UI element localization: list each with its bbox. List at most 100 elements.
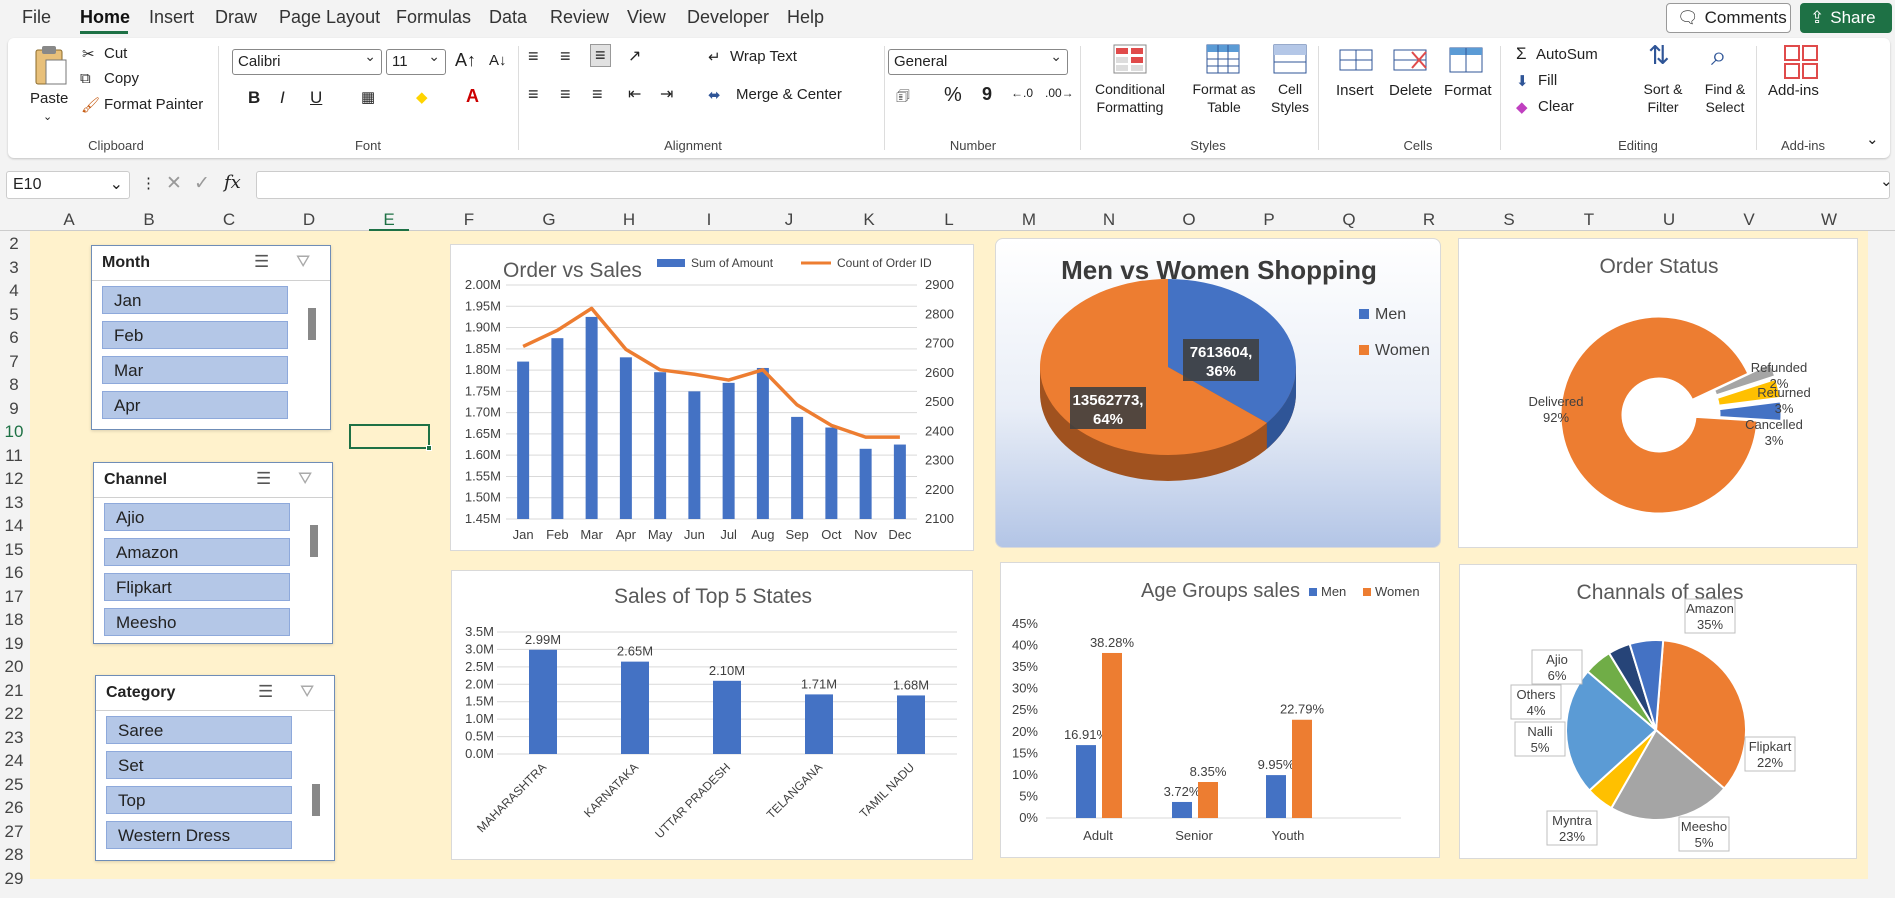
column-header-o[interactable]: O xyxy=(1182,210,1196,229)
align-left-icon[interactable]: ≡ xyxy=(528,84,539,104)
menu-draw[interactable]: Draw xyxy=(215,7,258,27)
column-header-q[interactable]: Q xyxy=(1342,210,1356,229)
align-right-icon[interactable]: ≡ xyxy=(592,84,603,104)
menu-insert[interactable]: Insert xyxy=(149,7,195,27)
row-header-20[interactable]: 20 xyxy=(4,657,24,676)
column-header-h[interactable]: H xyxy=(622,210,636,229)
slicer-item[interactable]: Saree xyxy=(106,716,292,744)
percent-button[interactable]: % xyxy=(944,84,962,106)
column-header-j[interactable]: J xyxy=(784,210,794,229)
clear-button[interactable]: Clear xyxy=(1538,98,1574,115)
row-header-3[interactable]: 3 xyxy=(9,257,19,277)
column-header-k[interactable]: K xyxy=(863,210,875,229)
column-header-w[interactable]: W xyxy=(1820,210,1838,229)
format-as-table-icon[interactable] xyxy=(1206,44,1240,74)
row-header-21[interactable]: 21 xyxy=(4,680,24,700)
name-box[interactable]: E10 ⌄ xyxy=(6,171,130,199)
copy-button[interactable]: Copy xyxy=(104,70,140,87)
add-ins-button[interactable]: Add-ins xyxy=(1768,82,1819,99)
delete-cells-button[interactable]: Delete xyxy=(1389,82,1433,99)
selected-cell[interactable] xyxy=(349,424,430,449)
slicer-item[interactable]: Flipkart xyxy=(104,573,290,601)
column-header-t[interactable]: T xyxy=(1583,210,1595,229)
slicer-scrollbar[interactable] xyxy=(308,308,316,340)
multi-select-icon[interactable]: ☰ xyxy=(254,252,270,271)
row-header-29[interactable]: 29 xyxy=(4,868,24,888)
clear-filter-icon[interactable]: ⛛ xyxy=(300,682,315,701)
clear-filter-icon[interactable]: ⛛ xyxy=(296,252,311,271)
expand-formula-icon[interactable]: ⌄ xyxy=(1880,173,1893,190)
slicer-category[interactable]: Category ☰ ⛛ Saree Set Top Western Dress xyxy=(95,675,335,861)
cell-styles-icon[interactable] xyxy=(1273,44,1307,74)
row-header-9[interactable]: 9 xyxy=(9,398,19,418)
font-name-select[interactable]: Calibri xyxy=(232,48,382,75)
slicer-month[interactable]: Month ☰ ⛛ Jan Feb Mar Apr xyxy=(91,245,331,430)
chart-order-status[interactable]: Order Status Delivered 92% Refunded 2% Return… xyxy=(1458,238,1858,548)
fill-button[interactable]: Fill xyxy=(1538,72,1558,89)
format-painter-button[interactable]: Format Painter xyxy=(104,96,204,113)
column-header-f[interactable]: F xyxy=(463,210,475,229)
align-center-icon[interactable]: ≡ xyxy=(560,84,571,104)
comma-button[interactable]: 9 xyxy=(982,84,993,104)
row-header-13[interactable]: 13 xyxy=(4,492,24,512)
number-format-select[interactable]: General xyxy=(888,48,1068,75)
increase-decimal-icon[interactable]: ←.0 xyxy=(1011,86,1034,100)
align-bottom-icon[interactable]: ≡ xyxy=(590,44,611,67)
format-as-table-label-1[interactable]: Format as xyxy=(1192,81,1256,97)
column-header-n[interactable]: N xyxy=(1102,210,1116,229)
italic-button[interactable]: I xyxy=(280,88,285,107)
chart-age-groups[interactable]: Age Groups sales Men Women 0% 5% 10% 15% 20% 25%… xyxy=(1000,562,1440,858)
sort-filter-label-1[interactable]: Sort & xyxy=(1643,81,1683,97)
add-ins-icon[interactable] xyxy=(1783,44,1819,80)
menu-review[interactable]: Review xyxy=(550,7,610,27)
paste-button[interactable]: Paste xyxy=(30,90,69,107)
share-button[interactable]: ⇪ Share xyxy=(1800,3,1892,33)
decrease-indent-icon[interactable]: ⇤ xyxy=(628,86,642,103)
row-header-11[interactable]: 11 xyxy=(5,445,23,465)
cell-styles-label-1[interactable]: Cell xyxy=(1277,81,1303,97)
column-header-v[interactable]: V xyxy=(1743,210,1755,229)
sort-filter-icon[interactable]: ⇅ xyxy=(1648,40,1670,70)
column-header-u[interactable]: U xyxy=(1662,210,1676,229)
conditional-formatting-label-1[interactable]: Conditional xyxy=(1094,81,1166,97)
delete-cells-icon[interactable] xyxy=(1392,44,1428,74)
slicer-item[interactable]: Top xyxy=(106,786,292,814)
clear-filter-icon[interactable]: ⛛ xyxy=(298,469,313,488)
chart-top-states[interactable]: Sales of Top 5 States 0.0M 0.5M 1.0M 1.5M 2.0… xyxy=(451,570,973,860)
bold-button[interactable]: B xyxy=(248,88,261,107)
slicer-channel[interactable]: Channel ☰ ⛛ Ajio Amazon Flipkart Meesho xyxy=(93,462,333,644)
slicer-scrollbar[interactable] xyxy=(310,525,318,557)
slicer-item[interactable]: Jan xyxy=(102,286,288,314)
column-header-e[interactable]: E xyxy=(369,210,409,231)
format-cells-icon[interactable] xyxy=(1448,44,1484,74)
row-header-10[interactable]: 10 xyxy=(4,422,24,441)
font-size-select[interactable]: 11 xyxy=(386,48,446,75)
menu-view[interactable]: View xyxy=(627,7,666,27)
row-header-22[interactable]: 22 xyxy=(4,704,24,723)
find-select-label-1[interactable]: Find & xyxy=(1704,81,1746,97)
chart-men-vs-women[interactable]: Men vs Women Shopping 7613604, 36% 13562773… xyxy=(995,238,1441,548)
column-header-a[interactable]: A xyxy=(63,210,75,229)
row-header-18[interactable]: 18 xyxy=(4,610,24,629)
slicer-item[interactable]: Western Dress xyxy=(106,821,292,849)
increase-indent-icon[interactable]: ⇥ xyxy=(660,86,674,103)
multi-select-icon[interactable]: ☰ xyxy=(256,469,272,488)
menu-help[interactable]: Help xyxy=(787,7,825,27)
currency-icon[interactable]: 🗊 xyxy=(896,88,910,105)
slicer-item[interactable]: Set xyxy=(106,751,292,779)
conditional-formatting-icon[interactable] xyxy=(1113,44,1147,74)
column-header-c[interactable]: C xyxy=(222,210,236,229)
wrap-text-button[interactable]: Wrap Text xyxy=(730,48,797,65)
slicer-item[interactable]: Ajio xyxy=(104,503,290,531)
sort-filter-label-2[interactable]: Filter xyxy=(1647,99,1679,115)
row-header-2[interactable]: 2 xyxy=(9,234,19,253)
slicer-item[interactable]: Meesho xyxy=(104,608,290,636)
decrease-decimal-icon[interactable]: .00→ xyxy=(1045,86,1074,100)
column-header-b[interactable]: B xyxy=(143,210,155,229)
cell-styles-label-2[interactable]: Styles xyxy=(1270,99,1310,115)
row-header-17[interactable]: 17 xyxy=(4,586,24,606)
increase-font-icon[interactable]: A↑ xyxy=(455,50,477,70)
chart-order-vs-sales[interactable]: Order vs Sales Sum of Amount Count of Orde… xyxy=(450,244,974,551)
row-header-28[interactable]: 28 xyxy=(4,845,24,864)
cancel-icon[interactable]: ✕ xyxy=(166,173,182,194)
